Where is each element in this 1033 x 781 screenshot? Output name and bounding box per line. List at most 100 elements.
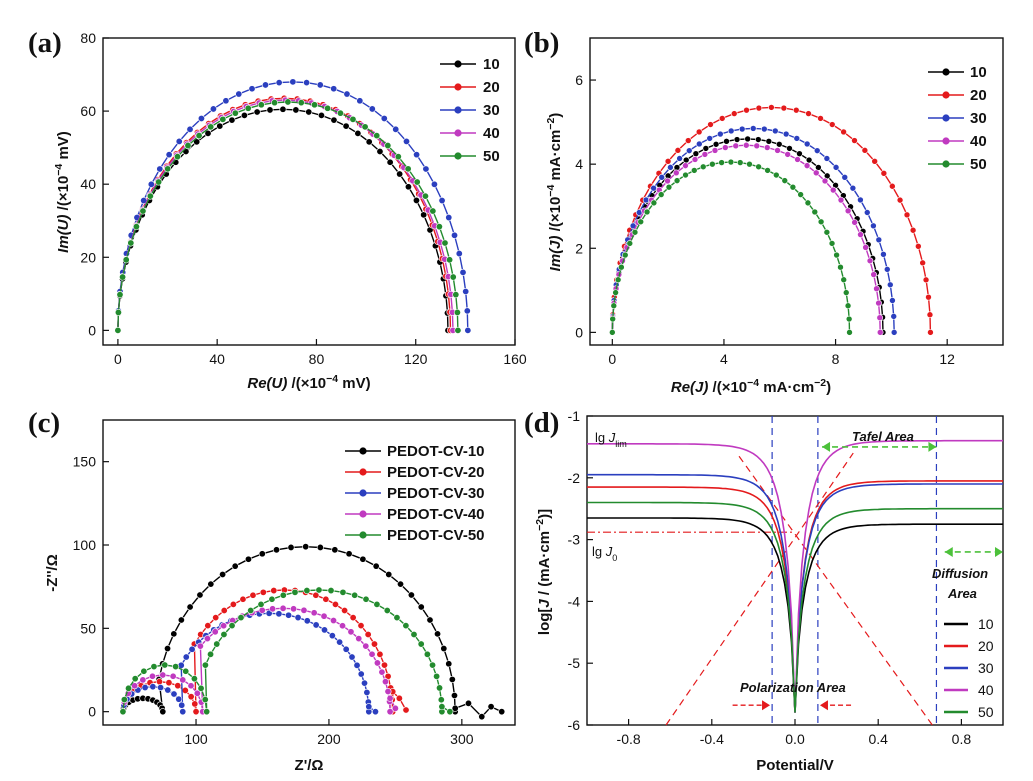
data-point	[220, 622, 228, 630]
data-point	[317, 111, 325, 119]
data-point	[875, 236, 883, 244]
data-point	[284, 98, 292, 106]
data-point	[732, 142, 740, 150]
data-point	[842, 289, 850, 296]
data-point	[612, 289, 619, 296]
data-point	[851, 137, 858, 144]
data-point	[789, 183, 797, 191]
panel-a-legend-label: 40	[483, 125, 500, 142]
data-point	[182, 667, 190, 675]
data-point	[915, 242, 922, 250]
panel-d-tangent-line	[736, 452, 933, 726]
data-point	[361, 123, 369, 131]
data-point	[828, 240, 836, 247]
data-point	[207, 650, 215, 658]
data-point	[114, 326, 122, 334]
data-point	[875, 299, 882, 307]
data-point	[349, 614, 357, 622]
data-point	[746, 160, 753, 168]
data-point	[248, 85, 256, 93]
panel-b-ytick-label: 4	[575, 156, 583, 172]
data-point	[330, 85, 338, 93]
data-point	[674, 147, 682, 154]
data-point	[310, 609, 318, 617]
panel-a-xtick-label: 80	[309, 351, 325, 367]
data-point	[351, 591, 359, 599]
data-point	[165, 679, 173, 687]
panel-a-ytick-label: 40	[80, 176, 96, 192]
data-point	[780, 104, 788, 112]
data-point	[220, 607, 228, 615]
data-point	[828, 121, 836, 128]
data-point	[413, 151, 421, 159]
series-line	[587, 473, 1003, 713]
panel-d-ytick-label: -4	[568, 593, 581, 609]
data-point	[122, 256, 130, 264]
panel-d-annotation-diffusion: Diffusion	[932, 566, 988, 581]
data-point	[685, 147, 693, 154]
data-point	[253, 108, 261, 116]
panel-a-xlabel: Re(U) /(×10−4 mV)	[247, 373, 370, 392]
panel-d-annotation-polarization: Polarization Area	[740, 680, 846, 695]
data-point	[404, 165, 412, 173]
data-point	[829, 186, 837, 194]
data-point	[844, 302, 852, 310]
data-point	[793, 135, 801, 142]
data-point	[125, 684, 133, 692]
data-point	[682, 171, 689, 179]
data-point	[275, 79, 283, 87]
panel-b-xtick-label: 8	[832, 351, 840, 367]
data-point	[702, 145, 710, 152]
data-point	[840, 128, 847, 136]
data-point	[328, 632, 336, 640]
data-point	[813, 147, 821, 154]
panel-c-ytick-label: 150	[73, 454, 97, 470]
data-point	[159, 708, 167, 716]
data-point	[845, 315, 853, 323]
data-point	[141, 684, 149, 692]
series-line	[117, 108, 449, 331]
data-point	[925, 293, 932, 301]
panel-b-xtick-label: 4	[720, 351, 728, 367]
data-point	[889, 182, 896, 190]
series-line	[587, 480, 1003, 713]
data-point	[672, 169, 680, 177]
data-point	[817, 115, 824, 122]
data-point	[140, 667, 148, 675]
data-point	[805, 110, 812, 117]
data-point	[862, 244, 869, 251]
panel-b-tag: (b)	[524, 27, 559, 59]
data-point	[771, 127, 779, 135]
panel-c-ytick-label: 50	[80, 620, 96, 636]
data-point	[876, 329, 884, 336]
data-point	[870, 271, 877, 278]
panel-d-xtick-label: 0.0	[785, 731, 805, 747]
data-point	[392, 125, 400, 133]
panel-a-legend-marker	[454, 129, 462, 137]
data-point	[207, 580, 215, 588]
data-point	[437, 696, 445, 704]
data-point	[454, 326, 462, 334]
panel-c-series-PEDOT-CV-40	[119, 604, 399, 716]
data-point	[172, 663, 180, 671]
data-point	[244, 555, 252, 563]
data-point	[150, 663, 158, 671]
data-point	[386, 694, 394, 702]
panel-c-legend-label: PEDOT-CV-50	[387, 527, 485, 544]
data-point	[851, 219, 858, 226]
data-point	[749, 125, 757, 132]
data-point	[300, 606, 308, 614]
data-point	[880, 169, 888, 177]
panel-a-ytick-label: 0	[88, 322, 96, 338]
data-point	[803, 140, 811, 148]
data-point	[621, 251, 629, 259]
panel-d-polar-arrow-head	[762, 700, 771, 711]
data-point	[341, 607, 349, 615]
data-point	[381, 678, 389, 686]
series-line	[611, 127, 895, 333]
panel-d-ytick-label: -6	[568, 717, 581, 733]
data-point	[376, 650, 384, 658]
data-point	[754, 136, 762, 143]
data-point	[315, 586, 323, 594]
